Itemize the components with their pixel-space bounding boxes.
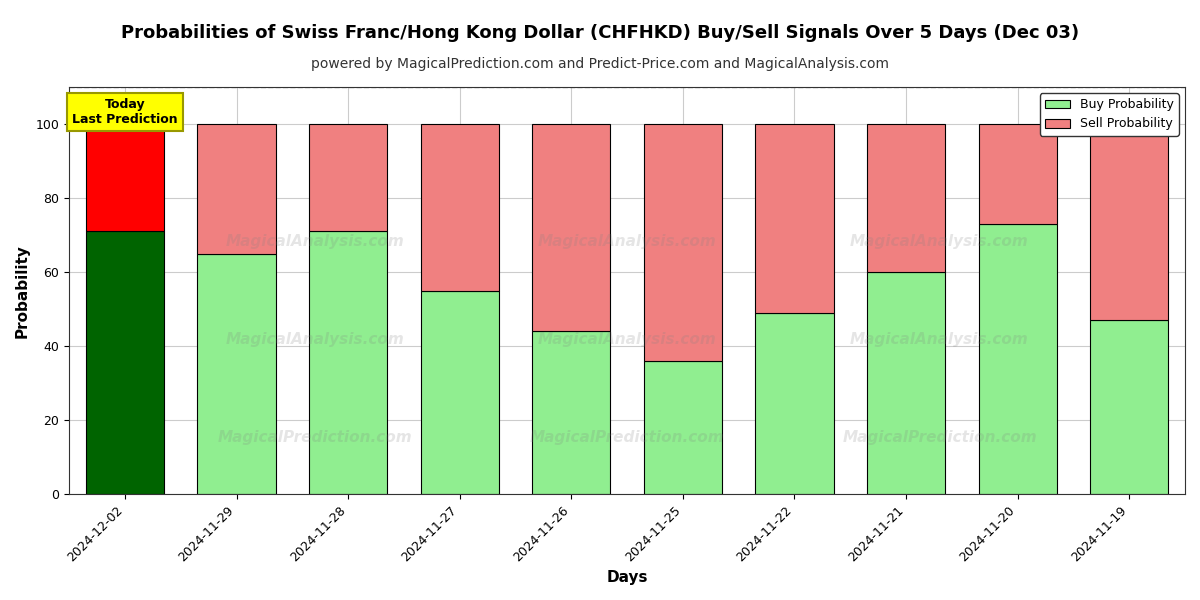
Text: MagicalPrediction.com: MagicalPrediction.com	[217, 430, 412, 445]
Bar	[644, 124, 722, 361]
Bar	[198, 124, 276, 254]
X-axis label: Days: Days	[606, 570, 648, 585]
Bar	[755, 124, 834, 313]
Bar	[866, 124, 946, 272]
Bar	[310, 232, 388, 494]
Bar	[533, 331, 611, 494]
Bar	[866, 272, 946, 494]
Text: MagicalAnalysis.com: MagicalAnalysis.com	[538, 235, 716, 250]
Bar	[755, 313, 834, 494]
Bar	[1090, 124, 1169, 320]
Bar	[198, 254, 276, 494]
Text: Today
Last Prediction: Today Last Prediction	[72, 98, 178, 126]
Text: MagicalAnalysis.com: MagicalAnalysis.com	[850, 235, 1028, 250]
Bar	[644, 361, 722, 494]
Bar	[1090, 320, 1169, 494]
Bar	[86, 232, 164, 494]
Bar	[86, 124, 164, 232]
Text: powered by MagicalPrediction.com and Predict-Price.com and MagicalAnalysis.com: powered by MagicalPrediction.com and Pre…	[311, 57, 889, 71]
Text: MagicalAnalysis.com: MagicalAnalysis.com	[538, 332, 716, 347]
Text: MagicalAnalysis.com: MagicalAnalysis.com	[226, 332, 404, 347]
Text: MagicalPrediction.com: MagicalPrediction.com	[529, 430, 725, 445]
Text: Probabilities of Swiss Franc/Hong Kong Dollar (CHFHKD) Buy/Sell Signals Over 5 D: Probabilities of Swiss Franc/Hong Kong D…	[121, 24, 1079, 42]
Text: MagicalPrediction.com: MagicalPrediction.com	[842, 430, 1037, 445]
Bar	[421, 124, 499, 291]
Bar	[421, 291, 499, 494]
Bar	[310, 124, 388, 232]
Text: MagicalAnalysis.com: MagicalAnalysis.com	[850, 332, 1028, 347]
Y-axis label: Probability: Probability	[16, 244, 30, 338]
Bar	[978, 224, 1057, 494]
Bar	[533, 124, 611, 331]
Text: MagicalAnalysis.com: MagicalAnalysis.com	[226, 235, 404, 250]
Legend: Buy Probability, Sell Probability: Buy Probability, Sell Probability	[1040, 93, 1178, 136]
Bar	[978, 124, 1057, 224]
